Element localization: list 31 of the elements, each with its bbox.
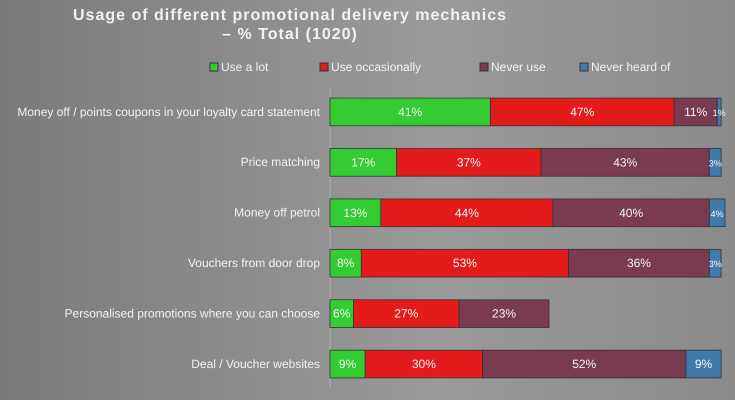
- data-label: 37%: [456, 155, 482, 170]
- legend-label: Use occasionally: [331, 60, 422, 74]
- data-label: 9%: [694, 357, 712, 372]
- data-label: 4%: [710, 208, 724, 219]
- data-label: 17%: [351, 155, 376, 170]
- y-tick-label: Personalised promotions where you can choose: [64, 306, 320, 320]
- legend-label: Never heard of: [591, 60, 672, 74]
- data-label: 30%: [412, 357, 436, 372]
- data-label: 27%: [394, 306, 419, 321]
- y-tick-label: Money off / points coupons in your loyalty card statement: [17, 104, 321, 119]
- y-tick-label: Deal / Voucher websites: [191, 356, 320, 371]
- data-label: 53%: [452, 256, 478, 270]
- data-label: 43%: [613, 155, 638, 170]
- data-label: 52%: [572, 357, 597, 372]
- data-label: 11%: [684, 104, 708, 119]
- data-label: 23%: [492, 306, 516, 321]
- y-tick-label: Price matching: [240, 155, 320, 170]
- data-label: 47%: [570, 104, 595, 119]
- legend-label: Use a lot: [221, 60, 270, 74]
- data-label: 13%: [343, 206, 368, 220]
- y-tick-label: Money off petrol: [234, 206, 320, 220]
- legend-label: Never use: [491, 60, 546, 74]
- data-label: 9%: [338, 357, 357, 372]
- data-label: 41%: [398, 104, 423, 119]
- data-label: 40%: [619, 206, 644, 220]
- data-label: 8%: [336, 256, 355, 270]
- data-label: 44%: [454, 206, 480, 220]
- y-tick-label: Vouchers from door drop: [188, 256, 320, 270]
- data-label: 36%: [626, 256, 652, 270]
- data-label: 6%: [333, 306, 351, 321]
- chart-title: Usage of different promotional delivery mechanics – % Total (1020): [73, 7, 507, 43]
